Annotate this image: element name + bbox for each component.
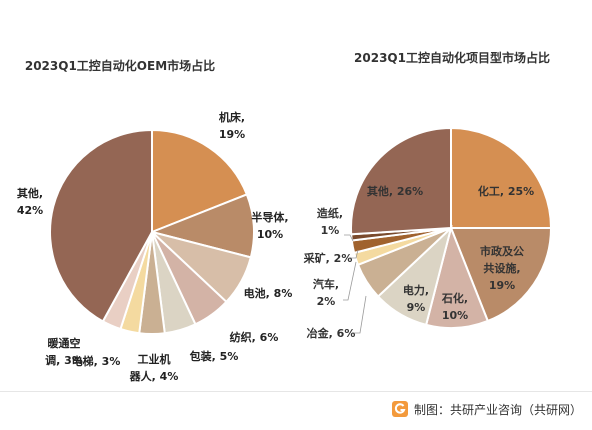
pie-label-5: 汽车, 2% [313, 277, 339, 308]
pie-label-4: 冶金, 6% [307, 326, 356, 340]
pie-slice-8 [49, 128, 153, 323]
pie-slice-1 [449, 227, 553, 323]
footer: 制图：共研产业咨询（共研网） [391, 398, 582, 420]
project-pie-labels: 化工, 25% 市政及公共设施, 19% 石化, 10% 电力, 9% 其他, 26% 冶金, … [303, 184, 535, 340]
pie-label-2: 电池, 8% [244, 286, 293, 300]
leader-line-0 [352, 295, 367, 334]
pie-label-8: 其他, 26% [367, 184, 423, 198]
leader-line-2 [350, 249, 359, 259]
project-leader-lines [343, 234, 367, 334]
pie-label-1: 半导体, 10% [251, 210, 288, 241]
pie-label-0: 化工, 25% [478, 184, 534, 198]
oem-pie-slices [49, 128, 255, 336]
pie-label-3: 纺织, 6% [230, 330, 279, 344]
pie-label-6: 采矿, 2% [303, 251, 353, 265]
project-chart-title: 2023Q1工控自动化项目型市场占比 [354, 50, 550, 65]
pie-slice-8 [350, 126, 452, 236]
oem-pie-labels: 机床, 19% 半导体, 10% 电池, 8% 纺织, 6% 包装, 5% 工业机器人, 4%… [17, 110, 293, 383]
pie-label-4: 包装, 5% [189, 349, 239, 363]
pie-label-1: 市政及公共设施, 19% [480, 244, 524, 292]
pie-label-6: 电梯, 3% [72, 354, 121, 368]
oem-pie-chart: 2023Q1工控自动化OEM市场占比 机床, 19% 半导体, 10% 电池, 8% 纺织… [17, 58, 293, 383]
pie-slice-0 [450, 126, 553, 229]
pie-label-5: 工业机器人, 4% [129, 352, 179, 383]
pie-label-0: 机床, 19% [219, 110, 245, 141]
source-caption: 制图：共研产业咨询（共研网） [413, 402, 582, 417]
project-pie-slices [350, 126, 553, 329]
oem-chart-title: 2023Q1工控自动化OEM市场占比 [25, 58, 215, 73]
leader-line-3 [344, 234, 354, 242]
pie-slice-0 [151, 128, 249, 234]
pie-label-2: 石化, 10% [441, 291, 468, 322]
pie-label-3: 电力, 9% [403, 283, 429, 314]
pie-label-7: 暖通空调, 3% [45, 336, 83, 367]
leader-line-1 [343, 261, 357, 301]
pie-label-7: 造纸, 1% [317, 206, 343, 237]
gongyan-logo-icon [391, 401, 408, 417]
footer-divider [0, 391, 592, 392]
pie-label-8: 其他, 42% [17, 186, 43, 217]
project-pie-chart: 2023Q1工控自动化项目型市场占比 化工, 25% 市政及公共设施, 19% 石化,… [303, 50, 553, 340]
